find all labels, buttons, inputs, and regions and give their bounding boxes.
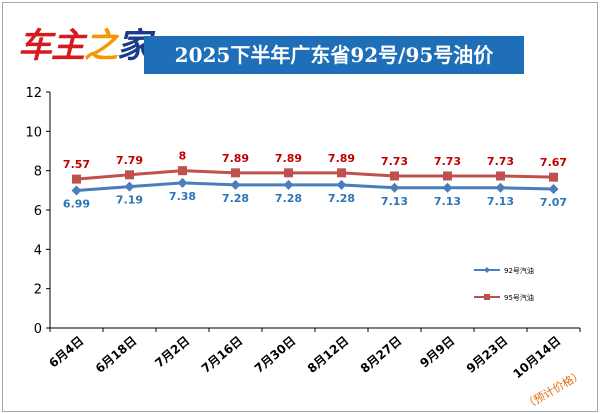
data-label: 6.99 bbox=[63, 198, 90, 211]
data-label: 7.73 bbox=[381, 155, 408, 168]
legend-marker bbox=[484, 267, 490, 273]
series-line bbox=[76, 169, 554, 181]
logo-part-b: 之 bbox=[84, 26, 118, 66]
x-tick-label: 7月16日 bbox=[199, 334, 246, 376]
series-point bbox=[442, 182, 453, 193]
data-label: 7.28 bbox=[275, 192, 302, 205]
series-point bbox=[177, 177, 188, 188]
y-tick-label: 0 bbox=[34, 322, 42, 337]
data-label: 7.73 bbox=[434, 155, 461, 168]
data-label: 7.13 bbox=[381, 195, 408, 208]
data-label: 7.38 bbox=[169, 190, 196, 203]
x-tick-label: 6月4日 bbox=[46, 334, 86, 371]
series-point bbox=[548, 183, 559, 194]
legend-label: 92号汽油 bbox=[504, 266, 534, 275]
x-tick-label: 8月27日 bbox=[358, 334, 405, 376]
series-point bbox=[389, 182, 400, 193]
series-point bbox=[231, 168, 240, 178]
series-point bbox=[71, 185, 82, 196]
series-point bbox=[336, 179, 347, 190]
series-point bbox=[443, 171, 452, 181]
legend-marker bbox=[484, 294, 490, 300]
data-label: 7.28 bbox=[328, 192, 355, 205]
series-point bbox=[125, 170, 134, 180]
series-point bbox=[337, 168, 346, 178]
series-point bbox=[390, 171, 399, 181]
x-tick-label: 9月23日 bbox=[464, 334, 511, 376]
data-label: 7.13 bbox=[434, 195, 461, 208]
data-label: 7.57 bbox=[63, 158, 90, 171]
data-label: 8 bbox=[179, 150, 187, 163]
y-tick-label: 8 bbox=[34, 165, 42, 180]
series-point bbox=[549, 172, 558, 182]
data-label: 7.89 bbox=[222, 152, 249, 165]
series-point bbox=[124, 181, 135, 192]
data-label: 7.67 bbox=[540, 156, 567, 169]
series-point bbox=[178, 166, 187, 176]
y-tick-label: 6 bbox=[34, 204, 42, 219]
data-label: 7.13 bbox=[487, 195, 514, 208]
series-line bbox=[76, 181, 554, 193]
x-tick-label: 10月14日 bbox=[510, 334, 563, 382]
data-label: 7.89 bbox=[328, 152, 355, 165]
y-tick-label: 12 bbox=[25, 86, 42, 101]
y-tick-label: 2 bbox=[34, 283, 42, 298]
x-tick-label: 6月18日 bbox=[93, 334, 140, 376]
y-tick-label: 4 bbox=[34, 243, 42, 258]
x-tick-label: 7月2日 bbox=[152, 334, 192, 371]
data-label: 7.28 bbox=[222, 192, 249, 205]
data-label: 7.79 bbox=[116, 154, 143, 167]
data-label: 7.73 bbox=[487, 155, 514, 168]
x-tick-label: 7月30日 bbox=[252, 334, 299, 376]
series-point bbox=[284, 168, 293, 178]
x-tick-label: 8月12日 bbox=[305, 334, 352, 376]
logo-part-a: 车主 bbox=[18, 26, 85, 66]
series-point bbox=[496, 171, 505, 181]
series-point bbox=[283, 179, 294, 190]
series-point bbox=[230, 179, 241, 190]
y-tick-label: 10 bbox=[25, 125, 42, 140]
data-label: 7.89 bbox=[275, 152, 302, 165]
legend-label: 95号汽油 bbox=[504, 293, 534, 302]
x-tick-label: 9月9日 bbox=[417, 334, 457, 371]
data-label: 7.19 bbox=[116, 194, 143, 207]
series-point bbox=[495, 182, 506, 193]
series-point bbox=[72, 174, 81, 184]
annotation-note: （预计价格） bbox=[521, 367, 585, 412]
data-label: 7.07 bbox=[540, 196, 567, 209]
chart-title: 2025下半年广东省92号/95号油价 bbox=[144, 36, 524, 74]
